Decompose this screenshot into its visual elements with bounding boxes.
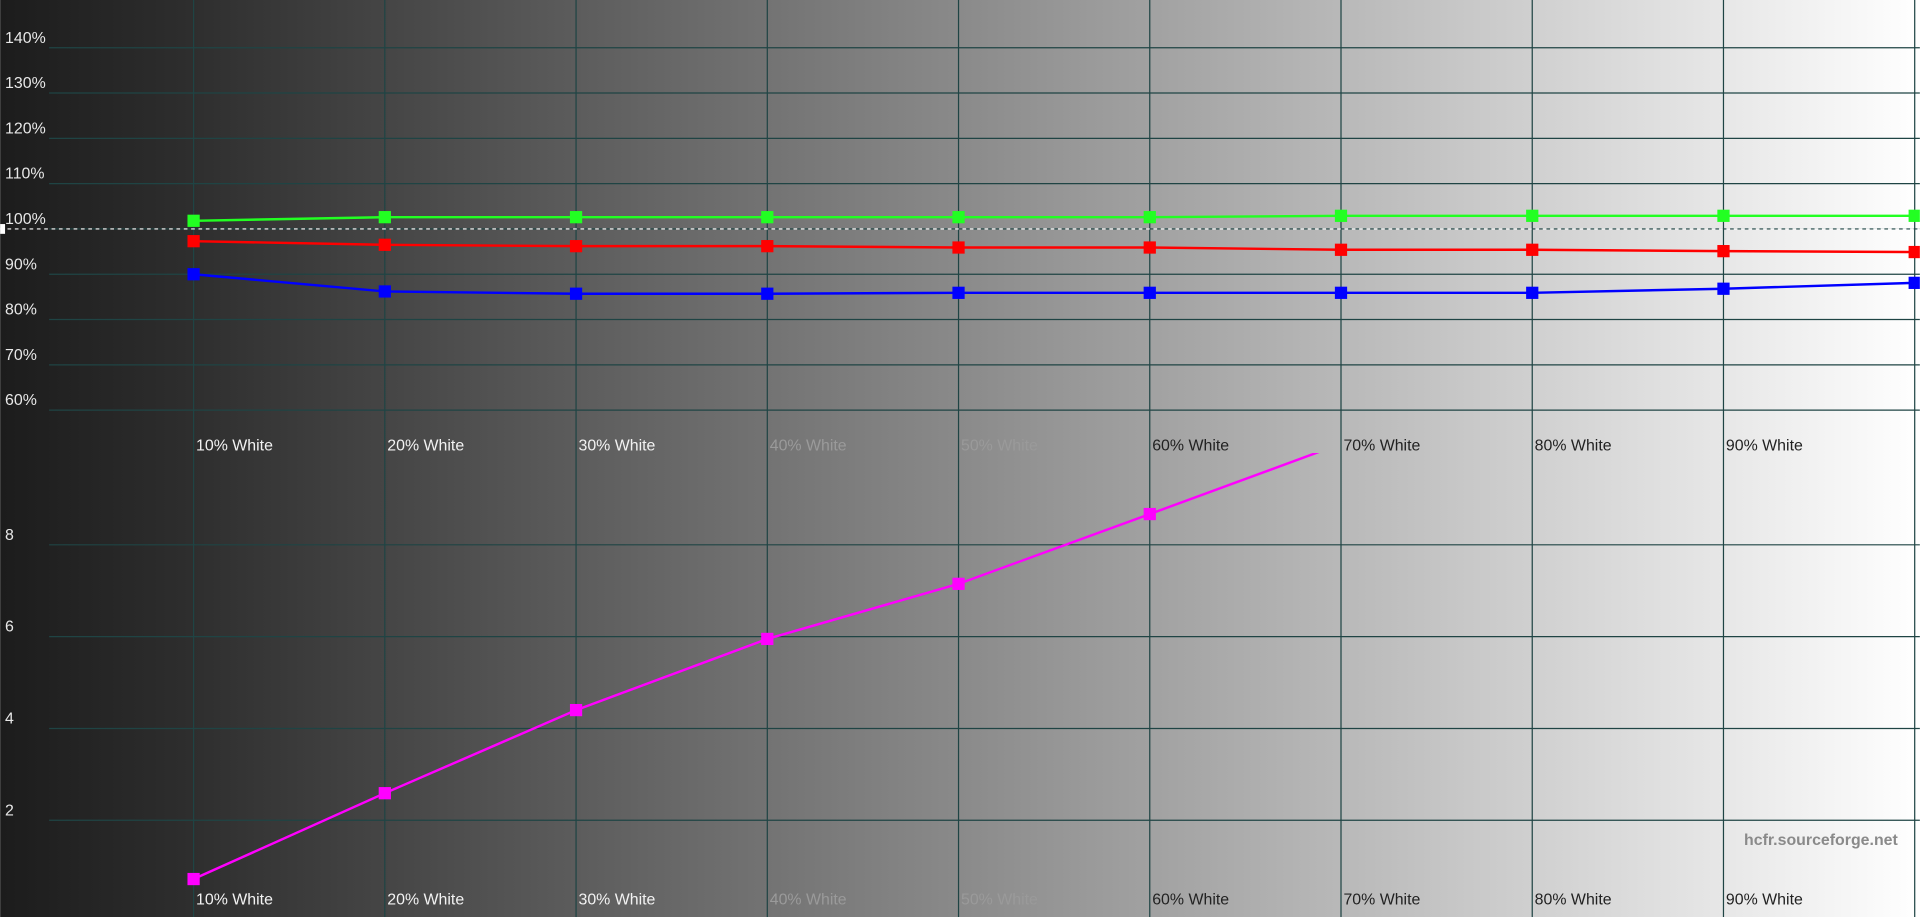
- data-point: [378, 238, 391, 251]
- reference-marker: [0, 224, 6, 234]
- data-point: [1143, 211, 1156, 224]
- y-tick-label: 110%: [5, 166, 45, 183]
- data-point: [187, 872, 200, 886]
- x-tick-label: 90% White: [1726, 438, 1803, 455]
- data-point: [1143, 241, 1156, 254]
- vertical-grid: [192, 0, 1916, 917]
- data-point: [1334, 286, 1348, 299]
- series-line: [193, 273, 1915, 295]
- x-tick-label: 70% White: [1343, 892, 1420, 909]
- x-tick-label: 90% White: [1726, 892, 1803, 909]
- x-tick-label: 50% White: [961, 438, 1038, 455]
- data-point: [952, 577, 965, 590]
- data-point: [187, 214, 200, 227]
- data-point: [569, 240, 583, 253]
- x-tick-label: 30% White: [579, 892, 656, 909]
- data-point: [1717, 245, 1730, 258]
- data-point: [1526, 209, 1539, 222]
- y-tick-label: 120%: [5, 120, 46, 137]
- data-point: [1717, 209, 1730, 222]
- data-point: [378, 787, 391, 800]
- data-point: [1717, 282, 1730, 295]
- chart-panel: 60% 70% 80% 90% 100% 110% 120% 130% 140% 10% Whit…: [0, 30, 1920, 455]
- x-tick-label: 10% White: [196, 438, 273, 455]
- series-line: [193, 214, 1915, 223]
- y-tick-label: 4: [5, 711, 14, 728]
- data-point: [569, 287, 583, 300]
- series-line: [193, 239, 1915, 254]
- x-tick-label: 80% White: [1535, 438, 1612, 455]
- data-point: [1143, 286, 1156, 299]
- x-tick-label: 60% White: [1152, 892, 1229, 909]
- x-tick-label: 70% White: [1343, 438, 1420, 455]
- data-point: [761, 240, 774, 253]
- x-tick-label: 30% White: [579, 438, 656, 455]
- x-tick-label: 80% White: [1535, 892, 1612, 909]
- data-point: [187, 235, 200, 248]
- y-tick-label: 130%: [5, 75, 46, 92]
- chart-panel: 2 4 6 8 10% White 20% White 30% White 40% White…: [5, 452, 1920, 909]
- series: [187, 209, 1920, 227]
- data-point: [1334, 209, 1348, 222]
- x-tick-label: 40% White: [770, 438, 847, 455]
- data-point: [378, 285, 391, 298]
- watermark: hcfr.sourceforge.net: [1744, 832, 1898, 849]
- y-tick-label: 90%: [5, 256, 37, 273]
- x-tick-label: 50% White: [961, 892, 1038, 909]
- y-tick-label: 8: [5, 527, 14, 544]
- x-tick-label: 40% White: [770, 892, 847, 909]
- y-tick-label: 6: [5, 619, 14, 636]
- x-tick-label: 10% White: [196, 892, 273, 909]
- data-point: [1908, 209, 1920, 222]
- series: [187, 452, 1320, 886]
- data-point: [569, 703, 583, 717]
- charts: 60% 70% 80% 90% 100% 110% 120% 130% 140% 10% Whit…: [0, 30, 1920, 909]
- data-point: [952, 211, 965, 224]
- data-point: [1526, 243, 1539, 256]
- y-tick-label: 80%: [5, 302, 37, 319]
- data-point: [761, 211, 774, 224]
- data-point: [187, 268, 200, 281]
- data-point: [1908, 245, 1920, 259]
- data-point: [761, 632, 774, 646]
- y-tick-label: 2: [5, 802, 14, 819]
- x-tick-label: 60% White: [1152, 438, 1229, 455]
- data-point: [761, 287, 774, 300]
- y-tick-label: 60%: [5, 392, 37, 409]
- data-point: [1908, 276, 1920, 289]
- data-point: [569, 211, 583, 224]
- series: [187, 235, 1920, 259]
- data-point: [952, 286, 965, 299]
- data-point: [1334, 243, 1348, 256]
- series: [187, 268, 1920, 300]
- x-tick-label: 20% White: [387, 892, 464, 909]
- data-point: [1143, 507, 1156, 521]
- y-tick-label: 70%: [5, 347, 37, 364]
- y-tick-label: 100%: [5, 211, 46, 228]
- data-point: [378, 211, 391, 224]
- y-tick-label: 140%: [5, 30, 46, 47]
- data-point: [1526, 286, 1539, 299]
- x-tick-label: 20% White: [387, 438, 464, 455]
- data-point: [952, 241, 965, 254]
